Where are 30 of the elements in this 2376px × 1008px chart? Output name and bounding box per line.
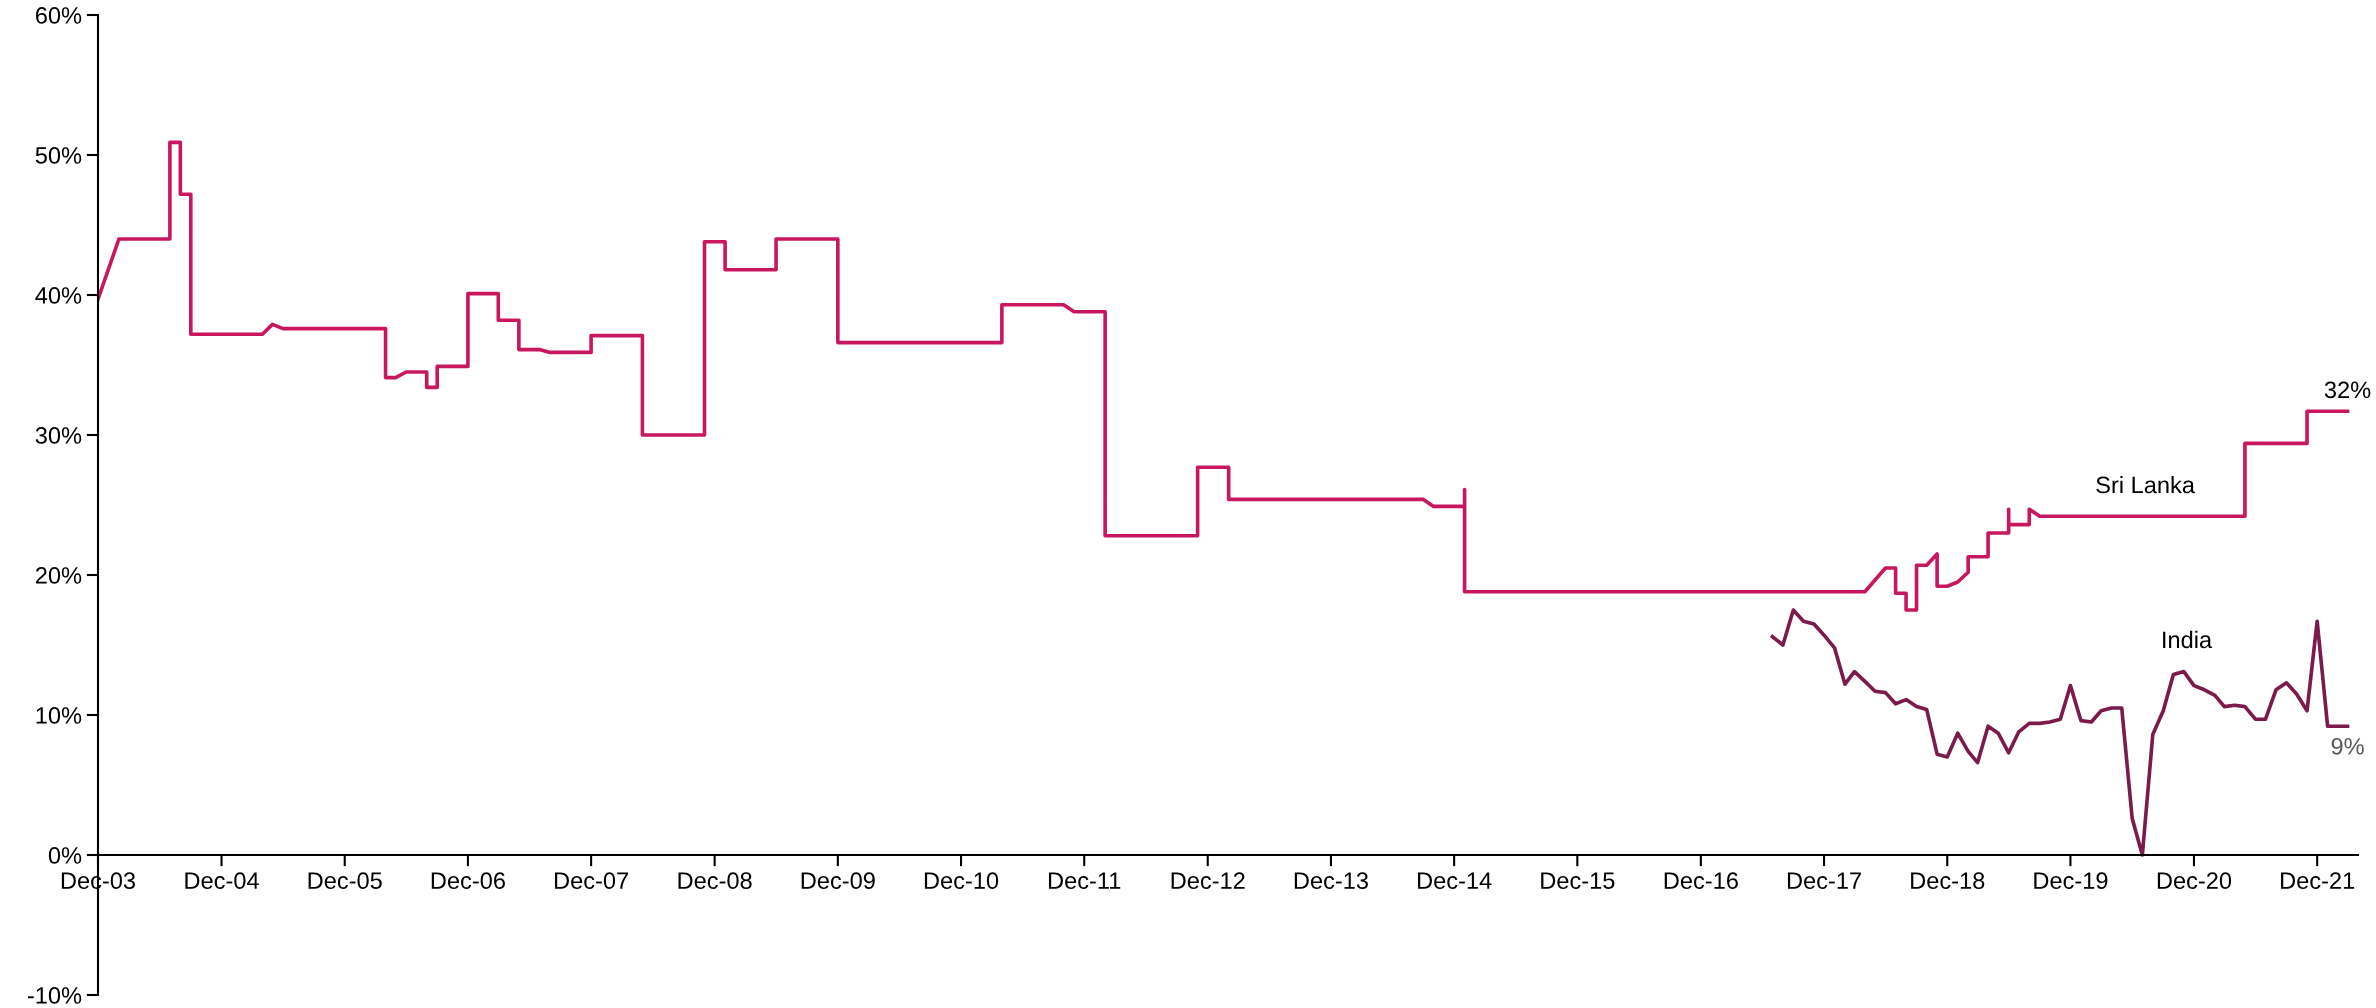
x-tick-label: Dec-12 [1171, 872, 1245, 890]
x-tick-label: Dec-19 [2034, 872, 2108, 890]
y-tick-label: 40% [35, 287, 82, 304]
x-tick-label: Dec-15 [1541, 872, 1615, 890]
x-tick-label: Dec-04 [185, 872, 259, 890]
series-label: India [2163, 630, 2213, 649]
x-tick-label: Dec-05 [308, 872, 382, 890]
y-tick-label: 20% [35, 567, 82, 584]
annotation: 9% [2331, 737, 2364, 755]
x-tick-label: Dec-20 [2157, 872, 2232, 890]
x-tick-label: Dec-06 [431, 872, 505, 890]
annotation: 32% [2324, 381, 2371, 399]
x-tick-label: Dec-11 [1048, 872, 1121, 890]
series-label: Sri Lanka [2096, 475, 2195, 494]
y-tick-label: -10% [27, 987, 82, 1004]
y-tick-label: 0% [48, 847, 82, 864]
x-tick-label: Dec-08 [678, 872, 752, 890]
x-tick-label: Dec-07 [554, 872, 628, 890]
x-tick-label: Dec-21 [2281, 872, 2355, 890]
y-tick-label: 30% [35, 427, 82, 444]
x-tick-label: Dec-13 [1294, 872, 1368, 890]
x-tick-label: Dec-16 [1664, 872, 1738, 890]
y-tick-label: 60% [35, 7, 82, 24]
y-tick-label: 50% [35, 147, 82, 164]
x-tick-label: Dec-10 [924, 872, 999, 890]
x-tick-label: Dec-14 [1418, 872, 1492, 890]
x-tick-label: Dec-09 [801, 872, 875, 890]
x-tick-label: Dec-17 [1787, 872, 1861, 890]
y-tick-label: 10% [36, 707, 82, 724]
x-tick-label: Dec-18 [1911, 872, 1985, 890]
